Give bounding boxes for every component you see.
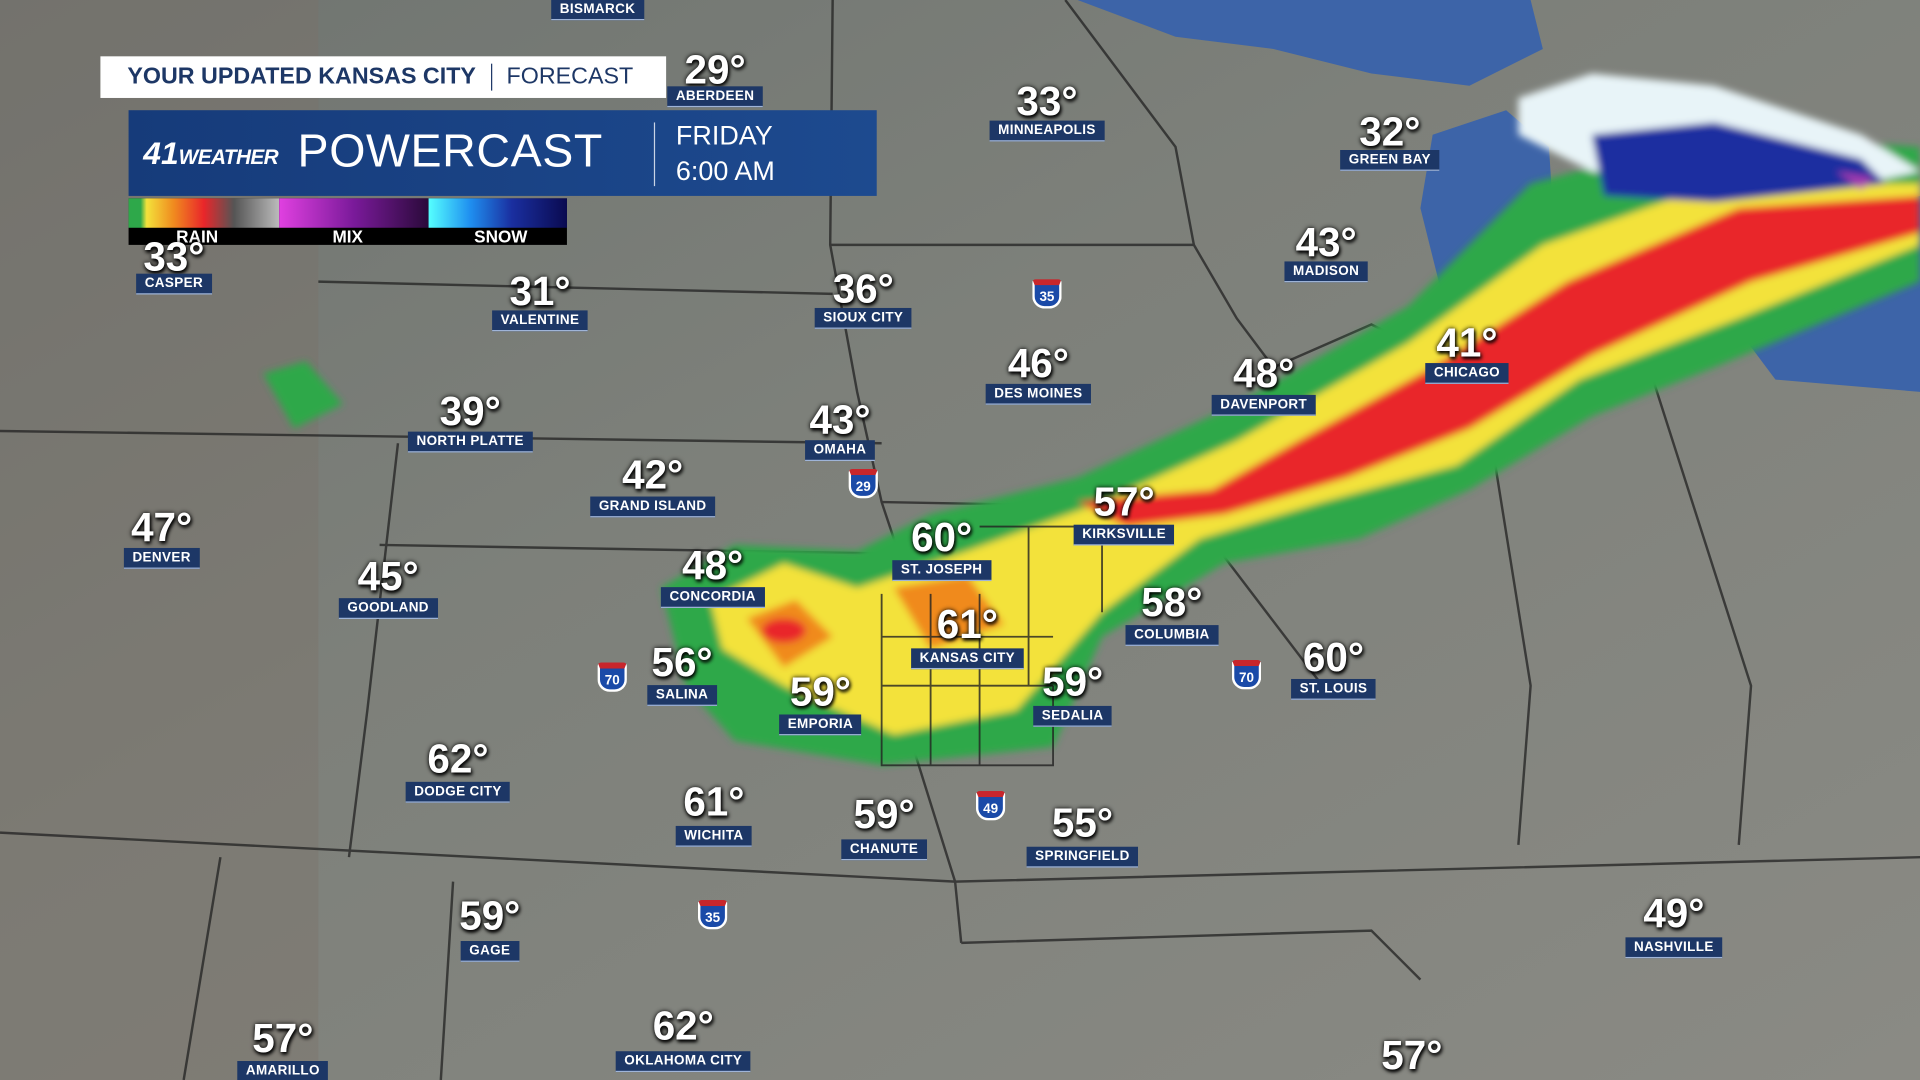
city-temp: 57°	[252, 1015, 314, 1061]
city-name: AMARILLO	[237, 1061, 329, 1080]
city-temp: 62°	[427, 735, 489, 782]
city-temp: 56°	[651, 639, 713, 685]
snow-scale	[428, 198, 567, 228]
city-name: GAGE	[460, 941, 519, 962]
city-temp: 59°	[1042, 658, 1104, 705]
interstate-shield: 49	[975, 791, 1006, 821]
logo-text: WEATHER	[178, 145, 279, 169]
city-temp: 31°	[509, 268, 571, 314]
city-temp: 57°	[1381, 1032, 1443, 1078]
forecast-day: FRIDAY	[675, 120, 773, 151]
city-name: DES MOINES	[985, 383, 1092, 405]
city-name: OKLAHOMA CITY	[615, 1051, 751, 1073]
city-name: GRAND ISLAND	[590, 496, 716, 518]
city-temp: 61°	[683, 778, 745, 825]
city-name: COLUMBIA	[1125, 625, 1219, 646]
city-temp: 43°	[809, 396, 871, 443]
city-temp: 48°	[1233, 350, 1295, 396]
city-temp: 62°	[652, 1002, 714, 1049]
city-temp: 60°	[1302, 634, 1365, 680]
city-temp: 59°	[853, 791, 915, 837]
city-temp: 55°	[1051, 799, 1114, 845]
brand-panel: 41WEATHER POWERCAST FRIDAY 6:00 AM	[128, 110, 877, 196]
city-name: VALENTINE	[492, 310, 588, 332]
city-temp: 59°	[459, 892, 521, 938]
city-name: DAVENPORT	[1211, 394, 1316, 416]
product-name: POWERCAST	[297, 126, 603, 178]
city-name: CHANUTE	[841, 839, 927, 861]
city-temp: 36°	[832, 265, 894, 312]
city-temp: 39°	[439, 388, 501, 434]
city-temp: 59°	[789, 668, 851, 714]
city-name: EMPORIA	[779, 714, 862, 736]
city-temp: 61°	[936, 601, 998, 647]
city-name: OMAHA	[805, 440, 875, 462]
city-temp: 45°	[357, 553, 419, 599]
city-name: GREEN BAY	[1340, 150, 1440, 171]
city-name: NORTH PLATTE	[407, 431, 533, 453]
header-title: YOUR UPDATED KANSAS CITY	[127, 63, 476, 90]
city-name: NASHVILLE	[1625, 937, 1723, 959]
city-name: WICHITA	[675, 825, 753, 847]
interstate-shield: 35	[697, 900, 728, 930]
city-temp: 33°	[1016, 78, 1078, 124]
city-name: SEDALIA	[1033, 705, 1113, 727]
city-name: CASPER	[136, 273, 212, 295]
rain-scale	[128, 198, 280, 228]
logo-number: 41	[143, 134, 179, 172]
city-temp: 43°	[1295, 219, 1357, 265]
city-temp: 47°	[131, 504, 193, 550]
city-temp: 41°	[1436, 319, 1498, 365]
city-name: KIRKSVILLE	[1073, 524, 1175, 546]
divider	[490, 63, 492, 91]
city-name: ABERDEEN	[667, 86, 763, 108]
city-temp: 46°	[1007, 340, 1069, 386]
city-name: CONCORDIA	[660, 587, 765, 608]
interstate-shield: 29	[848, 468, 878, 499]
city-name: SPRINGFIELD	[1026, 846, 1139, 868]
mix-scale	[279, 198, 429, 228]
precip-legend: RAIN MIX SNOW	[128, 198, 567, 247]
city-temp: 58°	[1141, 579, 1203, 625]
logo: 41WEATHER	[143, 135, 278, 173]
interstate-shield: 35	[1032, 279, 1062, 309]
city-temp: 49°	[1643, 890, 1705, 936]
interstate-shield: 70	[1231, 660, 1262, 690]
legend-label: SNOW	[474, 226, 528, 247]
legend-label: MIX	[332, 226, 363, 247]
legend-label: RAIN	[176, 226, 219, 247]
city-name: BISMARCK	[551, 0, 644, 21]
city-name: MADISON	[1284, 261, 1368, 283]
city-name: MINNEAPOLIS	[989, 120, 1105, 142]
city-name: DENVER	[123, 547, 200, 569]
header-bar: YOUR UPDATED KANSAS CITY FORECAST	[100, 56, 667, 98]
city-name: SALINA	[647, 685, 717, 706]
city-name: ST. JOSEPH	[892, 560, 991, 582]
city-name: GOODLAND	[338, 598, 438, 619]
city-name: CHICAGO	[1425, 363, 1509, 384]
city-temp: 29°	[684, 46, 746, 92]
city-temp: 42°	[622, 451, 684, 498]
header-subtitle: FORECAST	[506, 63, 634, 90]
city-name: SIOUX CITY	[814, 307, 912, 329]
city-name: DODGE CITY	[405, 781, 511, 803]
city-temp: 32°	[1359, 108, 1421, 155]
interstate-shield: 70	[597, 662, 627, 692]
city-name: KANSAS CITY	[911, 648, 1024, 670]
city-temp: 33°	[143, 233, 205, 280]
forecast-time: 6:00 AM	[675, 155, 775, 187]
city-temp: 60°	[911, 514, 973, 560]
city-name: ST. LOUIS	[1291, 678, 1376, 700]
city-temp: 57°	[1093, 478, 1155, 525]
divider	[653, 122, 656, 187]
city-temp: 48°	[682, 542, 744, 588]
